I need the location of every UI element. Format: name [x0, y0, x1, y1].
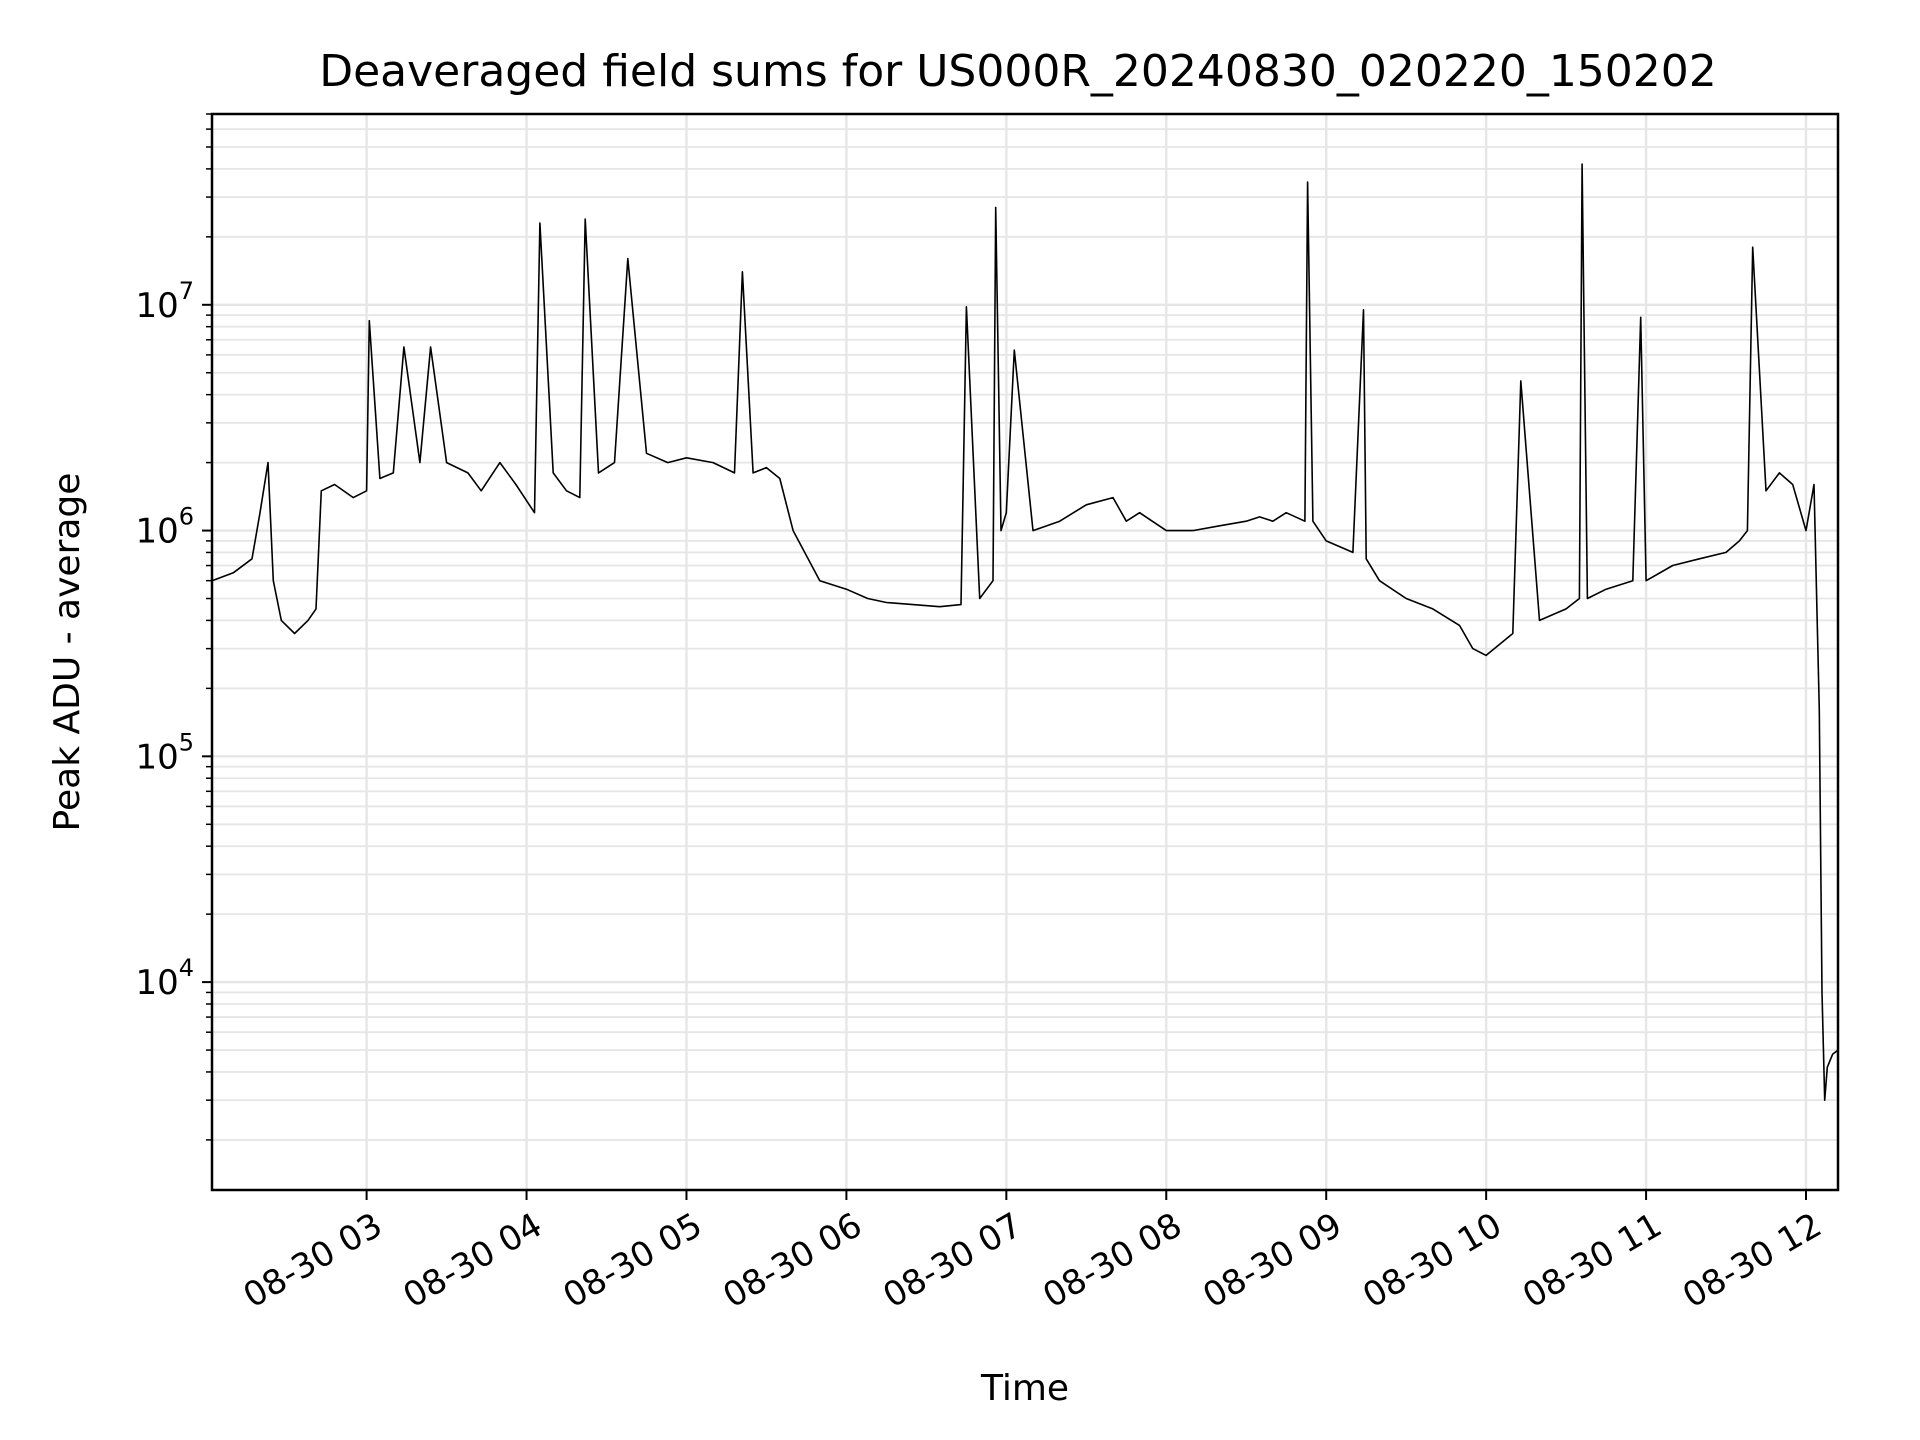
x-axis: 08-30 03 08-30 04 08-30 05 08-30 06 08-30 07… — [237, 1190, 1829, 1316]
x-tick-label: 08-30 03 — [237, 1205, 389, 1316]
series-layer — [211, 163, 1839, 1101]
y-tick-label: 106 — [135, 503, 194, 552]
y-tick-label-exponent: 7 — [179, 277, 194, 305]
x-tick-label: 08-30 09 — [1196, 1205, 1348, 1316]
plot-area-frame — [210, 112, 1840, 1192]
x-tick-label: 08-30 08 — [1036, 1205, 1188, 1316]
chart-title: Deaveraged field sums for US000R_2024083… — [319, 46, 1717, 97]
y-tick-label-exponent: 5 — [179, 728, 194, 756]
x-tick-label: 08-30 11 — [1516, 1205, 1668, 1316]
x-tick-label: 08-30 06 — [717, 1205, 869, 1316]
x-tick-label: 08-30 04 — [397, 1205, 549, 1316]
series-line — [211, 163, 1839, 1101]
y-tick-label-exponent: 6 — [179, 503, 194, 531]
y-tick-label: 107 — [135, 277, 194, 326]
y-tick-label-base: 10 — [135, 512, 178, 552]
y-tick-label-base: 10 — [135, 963, 178, 1003]
grid-layer — [212, 113, 1838, 1190]
y-tick-label-base: 10 — [135, 737, 178, 777]
y-tick-label: 104 — [135, 954, 194, 1003]
y-tick-label: 105 — [135, 728, 194, 777]
x-tick-label: 08-30 05 — [557, 1205, 709, 1316]
x-tick-label: 08-30 07 — [876, 1205, 1028, 1316]
y-axis-label: Peak ADU - average — [47, 473, 88, 832]
x-axis-label: Time — [980, 1368, 1069, 1409]
y-tick-label-exponent: 4 — [179, 954, 194, 982]
x-tick-label: 08-30 12 — [1676, 1205, 1828, 1316]
x-tick-label: 08-30 10 — [1356, 1205, 1508, 1316]
y-tick-label-base: 10 — [135, 286, 178, 326]
